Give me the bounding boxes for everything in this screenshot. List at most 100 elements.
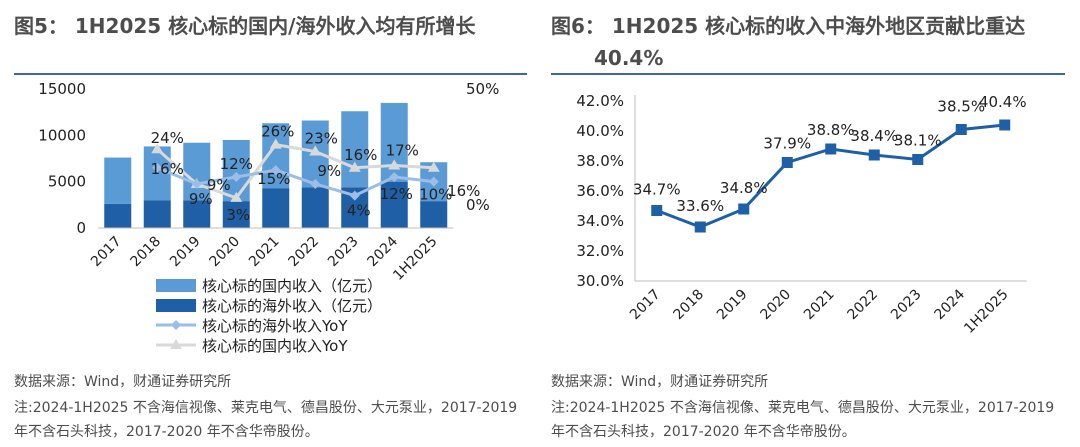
bar-overseas-2017	[104, 203, 132, 228]
y-tick-32.0%: 32.0%	[576, 242, 624, 260]
left-note-line2: 年不含石头科技，2017-2020 年不含华帝股份。	[14, 424, 319, 440]
label-2019: 34.8%	[720, 179, 768, 197]
left-source: 数据来源：Wind，财通证券研究所	[14, 374, 232, 390]
x-tick-2024: 2024	[932, 286, 969, 323]
overseas-yoy-label-2018: 16%	[151, 160, 184, 178]
legend-label-3: 核心标的国内收入YoY	[202, 337, 348, 355]
label-1H2025: 40.4%	[979, 93, 1027, 111]
overseas-yoy-point-2024	[389, 172, 400, 183]
y-left-tick-5000: 5000	[48, 173, 86, 191]
right-figure-title-line2: 40.4%	[594, 46, 664, 70]
domestic-yoy-label-2020: 3%	[226, 206, 250, 224]
point-1H2025	[999, 119, 1011, 131]
point-2022	[868, 149, 880, 161]
y-right-tick-0%: 0%	[466, 196, 490, 214]
domestic-yoy-point-2024	[388, 159, 401, 170]
bar-domestic-2020	[222, 139, 250, 202]
right-note-line2: 年不含石头科技，2017-2020 年不含华帝股份。	[551, 424, 856, 440]
label-2021: 38.8%	[807, 121, 855, 139]
right-figure-title: 图6： 1H2025 核心标的收入中海外地区贡献比重达	[551, 14, 1026, 38]
y-left-tick-15000: 15000	[38, 80, 86, 98]
bar-domestic-2019	[183, 142, 211, 201]
x-tick-2021: 2021	[801, 287, 838, 324]
bar-overseas-2022	[301, 187, 329, 228]
point-2019	[738, 203, 750, 215]
domestic-yoy-point-2023	[348, 161, 361, 172]
legend-label-1: 核心标的海外收入（亿元）	[202, 297, 382, 315]
point-2024	[955, 124, 967, 135]
bar-overseas-2024	[380, 181, 408, 228]
domestic-yoy-point-2020	[230, 191, 243, 202]
y-tick-38.0%: 38.0%	[576, 152, 624, 170]
overseas-yoy-label-2021: 15%	[257, 170, 290, 188]
overseas-yoy-line	[156, 166, 434, 198]
label-2024: 38.5%	[937, 98, 985, 116]
right-source: 数据来源：Wind，财通证券研究所	[551, 374, 769, 390]
domestic-yoy-point-2021	[269, 138, 282, 149]
label-2022: 38.4%	[850, 127, 898, 145]
y-right-tick-50%: 50%	[466, 80, 499, 98]
point-2023	[912, 154, 924, 165]
y-tick-34.0%: 34.0%	[576, 212, 624, 230]
x-tick-2018: 2018	[128, 234, 165, 271]
overseas-yoy-point-2023	[349, 190, 360, 201]
overseas-yoy-label-2020: 12%	[220, 155, 253, 173]
label-2023: 38.1%	[894, 132, 942, 150]
bar-overseas-2020	[222, 201, 250, 228]
overseas-yoy-point-2020	[231, 172, 242, 183]
point-2018	[694, 221, 706, 233]
overseas-yoy-point-2019	[191, 178, 202, 189]
x-tick-2019: 2019	[167, 234, 204, 271]
bar-domestic-2017	[104, 157, 132, 204]
point-2017	[651, 205, 663, 216]
bar-overseas-2019	[183, 200, 211, 228]
overseas-yoy-point-1H2025	[428, 176, 439, 187]
label-2020: 37.9%	[763, 135, 811, 153]
x-tick-2017: 2017	[88, 234, 125, 271]
y-left-tick-0: 0	[76, 219, 86, 237]
domestic-yoy-label-2021: 26%	[261, 123, 294, 141]
domestic-yoy-point-2022	[309, 145, 322, 156]
y-tick-42.0%: 42.0%	[576, 92, 624, 110]
overseas-yoy-label-2024: 12%	[380, 185, 413, 203]
overseas-yoy-point-2018	[152, 162, 163, 173]
x-tick-1H2025: 1H2025	[390, 234, 440, 284]
left-note-line1: 注:2024-1H2025 不含海信视像、莱克电气、德昌股份、大元泵业，2017…	[14, 400, 518, 416]
x-tick-2020: 2020	[758, 287, 795, 324]
bar-domestic-2023	[341, 111, 369, 188]
domestic-yoy-label-2024: 17%	[386, 141, 419, 159]
bar-overseas-2018	[143, 200, 171, 228]
y-left-tick-10000: 10000	[38, 126, 86, 144]
left-figure-title: 图5： 1H2025 核心标的国内/海外收入均有所增长	[14, 14, 476, 38]
legend-swatch-1	[156, 299, 196, 312]
legend-swatch-0	[156, 279, 196, 292]
x-tick-2021: 2021	[246, 234, 283, 271]
x-tick-2023: 2023	[888, 287, 925, 324]
bar-overseas-2021	[262, 188, 290, 228]
domestic-yoy-label-2018: 24%	[151, 129, 184, 147]
x-tick-2019: 2019	[714, 287, 751, 324]
legend-marker-3	[170, 339, 182, 349]
x-tick-2018: 2018	[671, 287, 708, 324]
domestic-yoy-label-2019: 9%	[189, 190, 213, 208]
right-title-rule	[551, 73, 1065, 75]
domestic-yoy-label-1H2025: 16%	[447, 182, 480, 200]
x-tick-2017: 2017	[627, 287, 664, 324]
y-tick-40.0%: 40.0%	[576, 122, 624, 140]
domestic-yoy-point-1H2025	[427, 161, 440, 172]
label-2018: 33.6%	[676, 197, 724, 215]
left-title-rule	[14, 73, 527, 75]
domestic-yoy-line	[156, 142, 434, 200]
overseas-yoy-label-2019: 9%	[207, 176, 231, 194]
label-2017: 34.7%	[633, 181, 681, 199]
overseas-yoy-point-2021	[270, 165, 281, 176]
right-note-line1: 注:2024-1H2025 不含海信视像、莱克电气、德昌股份、大元泵业，2017…	[551, 400, 1055, 416]
bar-overseas-1H2025	[420, 201, 448, 228]
overseas-yoy-label-2023: 4%	[347, 202, 371, 220]
domestic-yoy-point-2018	[151, 143, 164, 154]
domestic-yoy-label-2023: 16%	[344, 146, 377, 164]
x-tick-2023: 2023	[325, 234, 362, 271]
overseas-yoy-label-1H2025: 10%	[419, 186, 452, 204]
left-chart: 15000 10000 5000 0 50% 0% 24% 9% 3% 26% 23% 16% 17% 1…	[38, 80, 499, 355]
point-2020	[781, 157, 793, 168]
